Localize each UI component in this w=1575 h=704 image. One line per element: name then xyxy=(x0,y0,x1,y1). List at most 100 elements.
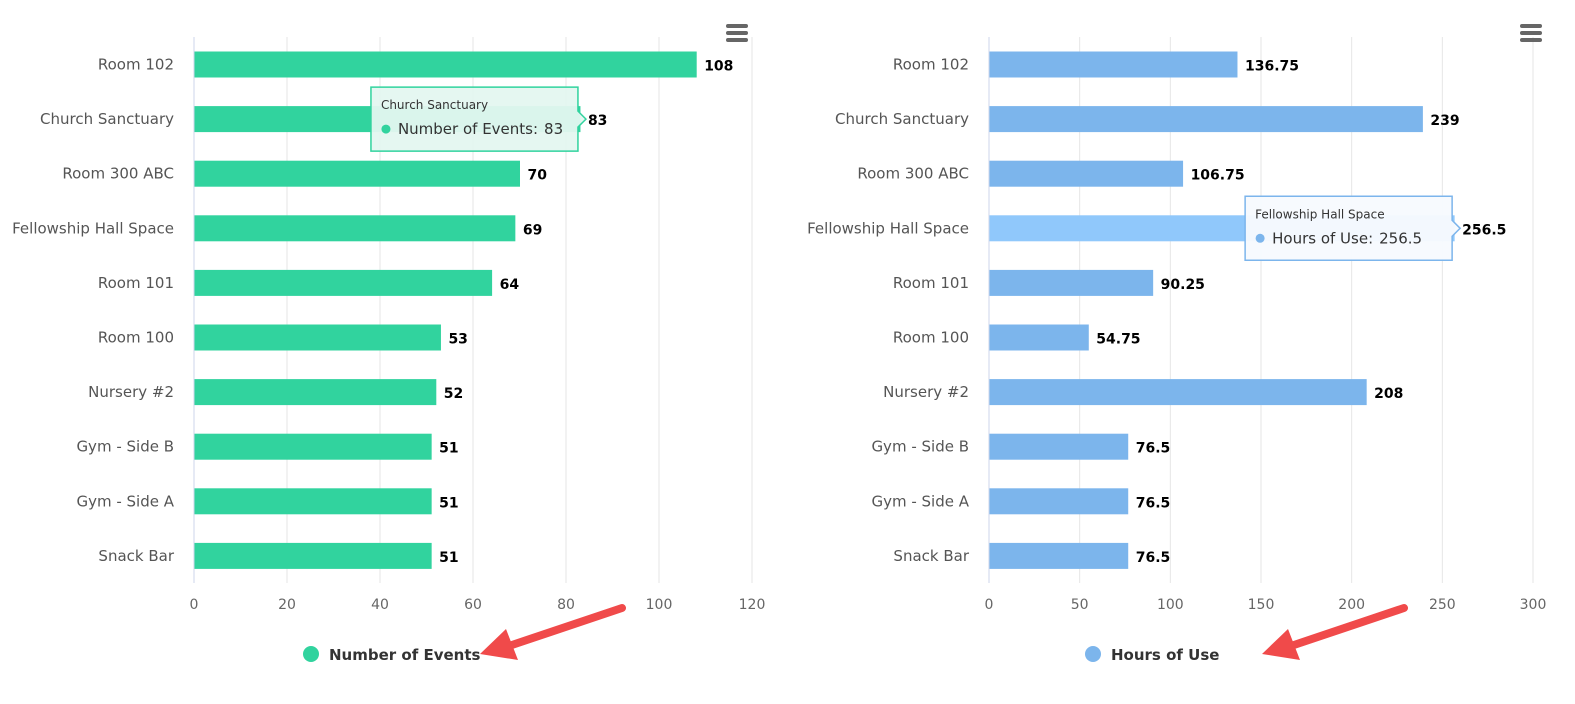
menu-line xyxy=(726,38,748,42)
tooltip-label: Hours of Use: xyxy=(1272,229,1373,247)
tooltip: Fellowship Hall Space Hours of Use: 256.5 xyxy=(1244,195,1462,262)
x-tick-label: 80 xyxy=(557,597,575,613)
bar[interactable] xyxy=(989,542,1129,569)
category-label: Room 101 xyxy=(98,274,174,292)
bar[interactable] xyxy=(989,433,1129,460)
data-label: 108 xyxy=(704,59,733,75)
category-labels: Room 102 Church Sanctuary Room 300 ABC Fell… xyxy=(807,56,970,565)
x-tick-label: 40 xyxy=(371,597,389,613)
x-tick-label: 200 xyxy=(1338,597,1365,613)
menu-line xyxy=(726,31,748,35)
data-labels: 136.75 239 106.75 256.5 90.25 54.75 208 76.5 76.… xyxy=(1096,59,1506,566)
tooltip-title: Church Sanctuary xyxy=(381,98,488,112)
bar[interactable] xyxy=(989,106,1423,133)
hamburger-menu-icon[interactable] xyxy=(1520,24,1542,42)
category-label: Nursery #2 xyxy=(883,383,969,401)
category-label: Gym - Side A xyxy=(76,492,174,510)
data-label: 208 xyxy=(1374,386,1403,402)
bar[interactable] xyxy=(194,488,432,515)
data-label: 70 xyxy=(528,168,548,184)
data-label: 64 xyxy=(500,277,520,293)
x-tick-label: 0 xyxy=(190,597,199,613)
category-label: Gym - Side A xyxy=(871,492,969,510)
bar[interactable] xyxy=(989,160,1184,187)
category-label: Room 300 ABC xyxy=(62,165,174,183)
data-label: 53 xyxy=(448,332,467,348)
category-label: Room 300 ABC xyxy=(857,165,969,183)
category-label: Church Sanctuary xyxy=(40,110,174,128)
legend-label: Number of Events xyxy=(329,646,480,664)
arrow-shaft xyxy=(502,604,626,651)
arrow-head xyxy=(480,629,518,660)
category-label: Room 101 xyxy=(893,274,969,292)
data-labels: 108 83 70 69 64 53 52 51 51 51 xyxy=(439,59,733,566)
tooltip-box xyxy=(370,86,588,152)
category-label: Fellowship Hall Space xyxy=(807,219,969,237)
bar[interactable] xyxy=(989,269,1154,296)
bar[interactable] xyxy=(194,433,432,460)
data-label: 51 xyxy=(439,550,458,566)
x-tick-label: 100 xyxy=(1157,597,1184,613)
red-arrow-icon xyxy=(1262,604,1408,660)
data-label: 90.25 xyxy=(1161,277,1205,293)
tooltip: Church Sanctuary Number of Events: 83 xyxy=(370,86,588,152)
category-label: Gym - Side B xyxy=(871,438,969,456)
bar[interactable] xyxy=(989,51,1238,78)
category-label: Church Sanctuary xyxy=(835,110,969,128)
red-arrow-icon xyxy=(480,604,626,660)
data-label: 256.5 xyxy=(1462,222,1506,238)
category-label: Room 100 xyxy=(98,329,174,347)
data-label: 106.75 xyxy=(1191,168,1245,184)
legend-item[interactable]: Number of Events xyxy=(303,646,480,664)
category-label: Fellowship Hall Space xyxy=(12,219,174,237)
bar[interactable] xyxy=(989,324,1089,351)
bar[interactable] xyxy=(989,379,1367,406)
bar[interactable] xyxy=(194,160,521,187)
x-axis-ticks: 0 20 40 60 80 100 120 xyxy=(190,597,766,613)
data-label: 76.5 xyxy=(1136,550,1171,566)
x-tick-label: 60 xyxy=(464,597,482,613)
data-label: 52 xyxy=(444,386,463,402)
menu-line xyxy=(726,24,748,28)
category-label: Room 102 xyxy=(98,56,174,74)
bar[interactable] xyxy=(194,379,437,406)
chart-2: 0 50 100 150 200 250 300 Room 102 Church Sanctua… xyxy=(807,24,1546,664)
category-label: Gym - Side B xyxy=(76,438,174,456)
data-label: 136.75 xyxy=(1245,59,1299,75)
arrow-shaft xyxy=(1284,604,1408,651)
data-label: 76.5 xyxy=(1136,441,1171,457)
x-tick-label: 150 xyxy=(1248,597,1275,613)
tooltip-box xyxy=(1244,195,1462,262)
bar[interactable] xyxy=(194,542,432,569)
category-label: Snack Bar xyxy=(98,547,174,565)
arrow-head xyxy=(1262,629,1300,660)
category-label: Snack Bar xyxy=(893,547,969,565)
bar[interactable] xyxy=(989,488,1129,515)
x-axis-ticks: 0 50 100 150 200 250 300 xyxy=(985,597,1547,613)
x-tick-label: 120 xyxy=(739,597,766,613)
legend-label: Hours of Use xyxy=(1111,646,1219,664)
tooltip-label: Number of Events: xyxy=(398,120,538,138)
bar[interactable] xyxy=(194,324,441,351)
category-label: Room 100 xyxy=(893,329,969,347)
tooltip-series-dot xyxy=(381,124,391,134)
data-label: 83 xyxy=(588,113,607,129)
bar[interactable] xyxy=(194,51,697,78)
data-label: 51 xyxy=(439,495,458,511)
x-tick-label: 300 xyxy=(1520,597,1547,613)
menu-line xyxy=(1520,31,1542,35)
tooltip-value: 83 xyxy=(544,120,563,138)
legend-item[interactable]: Hours of Use xyxy=(1085,646,1219,664)
tooltip-series-dot xyxy=(1255,233,1265,243)
tooltip-value: 256.5 xyxy=(1379,229,1422,247)
bar[interactable] xyxy=(194,269,493,296)
hamburger-menu-icon[interactable] xyxy=(726,24,748,42)
bar[interactable] xyxy=(194,215,516,242)
data-label: 69 xyxy=(523,222,542,238)
x-tick-label: 0 xyxy=(985,597,994,613)
category-labels: Room 102 Church Sanctuary Room 300 ABC Fell… xyxy=(12,56,175,565)
legend-symbol xyxy=(303,646,319,662)
menu-line xyxy=(1520,38,1542,42)
